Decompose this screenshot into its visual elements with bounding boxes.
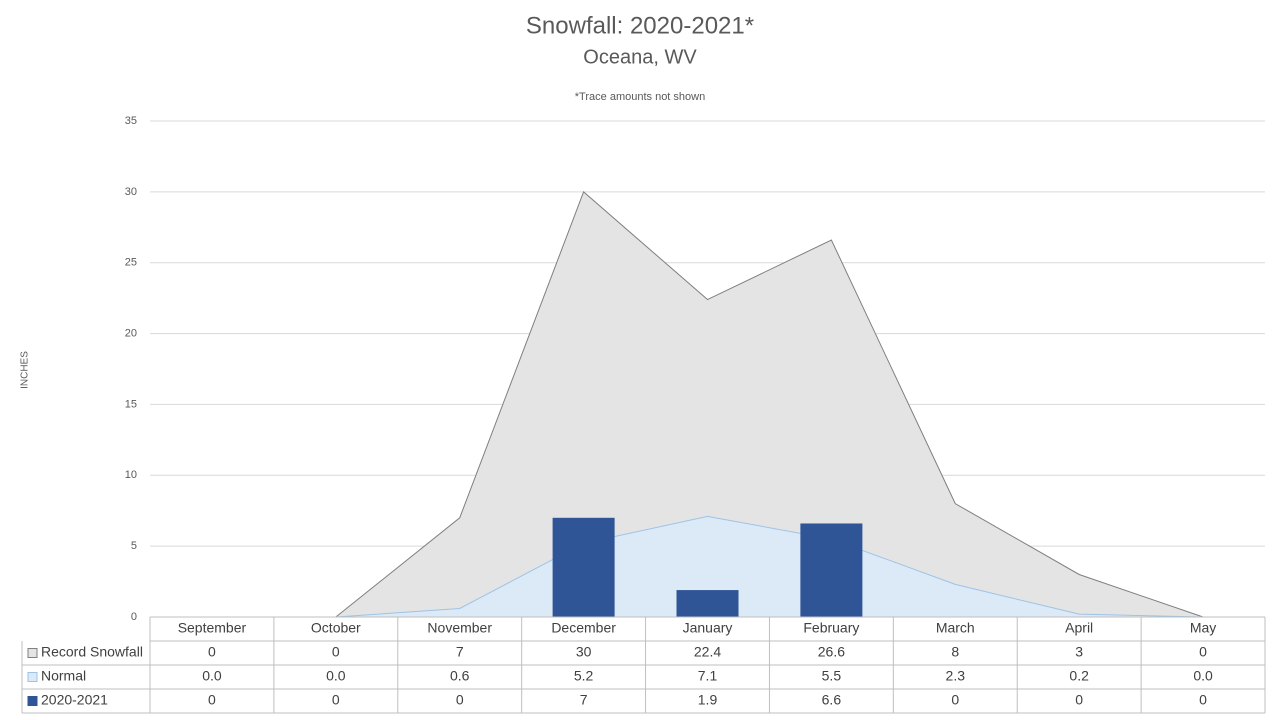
table-value: 0.2 <box>1069 668 1089 684</box>
table-value: 5.5 <box>822 668 842 684</box>
x-tick-label: December <box>551 620 616 636</box>
chart-note: *Trace amounts not shown <box>575 91 705 103</box>
x-tick-label: October <box>311 620 361 636</box>
y-tick-label: 20 <box>125 327 137 339</box>
table-value: 0 <box>208 644 216 660</box>
x-tick-label: May <box>1190 620 1216 636</box>
table-value: 0 <box>332 644 340 660</box>
bar <box>552 517 615 617</box>
table-value: 0.0 <box>326 668 346 684</box>
y-tick-label: 5 <box>131 540 137 552</box>
x-tick-label: March <box>936 620 975 636</box>
chart-title: Snowfall: 2020-2021* <box>526 12 754 39</box>
chart-subtitle: Oceana, WV <box>583 46 697 68</box>
table-value: 26.6 <box>818 644 845 660</box>
table-value: 1.9 <box>698 692 718 708</box>
table-value: 0.0 <box>202 668 222 684</box>
legend-swatch <box>27 648 38 658</box>
table-value: 7 <box>456 644 464 660</box>
table-value: 2.3 <box>946 668 966 684</box>
legend-swatch <box>27 672 38 682</box>
table-value: 30 <box>576 644 592 660</box>
legend-label: Record Snowfall <box>41 644 143 660</box>
y-tick-label: 0 <box>131 611 137 623</box>
y-tick-label: 30 <box>125 186 137 198</box>
legend-swatch <box>27 696 38 706</box>
table-value: 7 <box>580 692 588 708</box>
area <box>211 515 1204 618</box>
table-value: 6.6 <box>822 692 842 708</box>
table-value: 0 <box>332 692 340 708</box>
y-axis-label: INCHES <box>20 351 31 389</box>
table-value: 5.2 <box>574 668 594 684</box>
x-tick-label: January <box>683 620 733 636</box>
table-value: 0.0 <box>1193 668 1213 684</box>
x-tick-label: April <box>1065 620 1093 636</box>
x-tick-label: September <box>178 620 247 636</box>
table-value: 0 <box>1199 692 1207 708</box>
table-value: 0 <box>1075 692 1083 708</box>
table-value: 0 <box>208 692 216 708</box>
table-value: 8 <box>951 644 959 660</box>
table-value: 22.4 <box>694 644 721 660</box>
table-value: 0 <box>456 692 464 708</box>
y-tick-label: 15 <box>125 398 137 410</box>
table-value: 0 <box>1199 644 1207 660</box>
legend-label: 2020-2021 <box>41 692 108 708</box>
x-tick-label: November <box>427 620 492 636</box>
x-tick-label: February <box>803 620 859 636</box>
area <box>211 191 1204 618</box>
y-tick-label: 35 <box>125 115 137 127</box>
table-value: 0 <box>951 692 959 708</box>
table-value: 3 <box>1075 644 1083 660</box>
bar <box>676 590 739 617</box>
table-value: 0.6 <box>450 668 470 684</box>
y-tick-label: 25 <box>125 257 137 269</box>
legend-label: Normal <box>41 668 86 684</box>
bar <box>800 523 863 617</box>
y-tick-label: 10 <box>125 469 137 481</box>
table-value: 7.1 <box>698 668 718 684</box>
